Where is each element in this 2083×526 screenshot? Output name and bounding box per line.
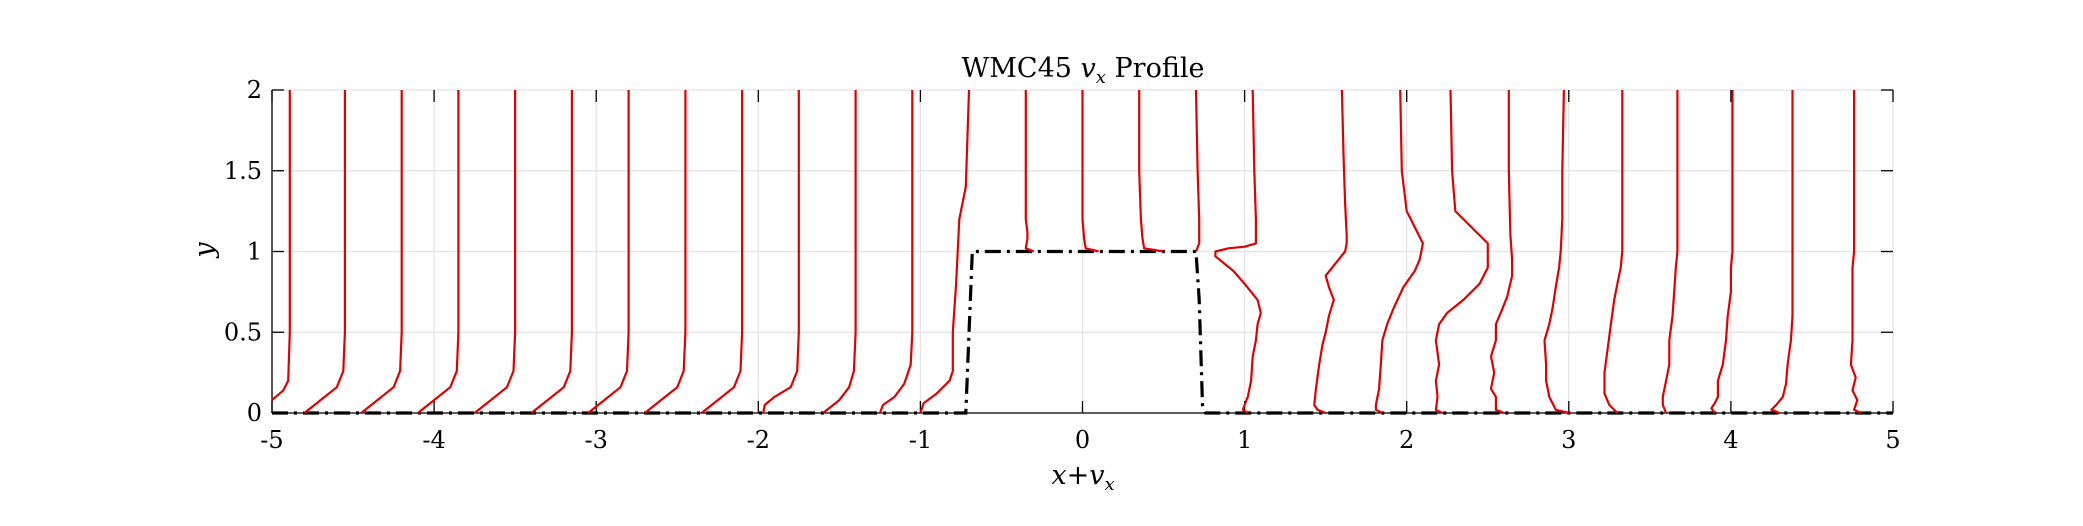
velocity-profile-line-17 xyxy=(1194,89,1201,252)
velocity-profile-line-16 xyxy=(1138,90,1164,253)
x-axis-label: x+vx xyxy=(1051,460,1114,495)
velocity-profile-line-7 xyxy=(587,90,630,414)
x-tick-label-8: 3 xyxy=(1561,426,1576,454)
velocity-profile-line-11 xyxy=(822,90,857,414)
velocity-profile-line-18 xyxy=(1214,89,1262,414)
velocity-profile-line-12 xyxy=(878,90,914,414)
x-tick-label-2: -3 xyxy=(585,426,608,454)
velocity-profile-line-1 xyxy=(271,90,291,401)
velocity-profile-line-10 xyxy=(762,90,800,414)
velocity-profile-line-25 xyxy=(1661,90,1679,414)
x-tick-label-9: 4 xyxy=(1723,426,1738,454)
x-tick-label-6: 1 xyxy=(1237,426,1252,454)
x-tick-label-3: -2 xyxy=(747,426,770,454)
velocity-profile-line-8 xyxy=(644,90,687,414)
velocity-profile-line-6 xyxy=(530,90,573,414)
velocity-profile-line-4 xyxy=(417,90,460,414)
velocity-profile-line-9 xyxy=(700,90,744,414)
velocity-profile-line-15 xyxy=(1081,90,1099,253)
velocity-profile-line-21 xyxy=(1434,89,1489,414)
velocity-profile-line-2 xyxy=(303,90,346,414)
y-tick-label-3: 1.5 xyxy=(224,157,262,185)
x-tick-label-0: -5 xyxy=(260,426,283,454)
x-tick-label-5: 0 xyxy=(1075,426,1090,454)
velocity-profile-line-5 xyxy=(473,90,517,414)
axes: -5 -4 -3 -2 -1 0 1 2 3 4 5 0 0.5 1 1.5 2 xyxy=(224,76,1901,454)
velocity-profile-line-13 xyxy=(919,89,971,414)
x-tick-label-4: -1 xyxy=(909,426,932,454)
velocity-profile-line-19 xyxy=(1313,89,1348,415)
body-outline-line xyxy=(272,249,1893,415)
x-tick-label-10: 5 xyxy=(1885,426,1900,454)
series-layer xyxy=(271,89,1893,415)
velocity-profile-line-22 xyxy=(1489,90,1514,415)
velocity-profile-line-27 xyxy=(1770,90,1794,415)
velocity-profile-line-14 xyxy=(1024,90,1035,253)
y-tick-label-0: 0 xyxy=(247,399,262,427)
y-tick-label-2: 1 xyxy=(247,238,262,266)
velocity-profile-line-26 xyxy=(1710,90,1734,414)
velocity-profile-line-20 xyxy=(1374,89,1424,414)
y-tick-label-1: 0.5 xyxy=(224,318,262,346)
y-tick-label-4: 2 xyxy=(247,76,262,104)
x-tick-label-1: -4 xyxy=(422,426,445,454)
velocity-profile-line-24 xyxy=(1603,90,1624,414)
y-axis-label: y xyxy=(189,242,220,259)
chart-title: WMC45 vx Profile xyxy=(962,53,1205,88)
velocity-profile-line-28 xyxy=(1849,90,1862,414)
velocity-profile-line-23 xyxy=(1543,89,1570,415)
x-tick-label-7: 2 xyxy=(1399,426,1414,454)
velocity-profile-line-3 xyxy=(360,90,403,414)
